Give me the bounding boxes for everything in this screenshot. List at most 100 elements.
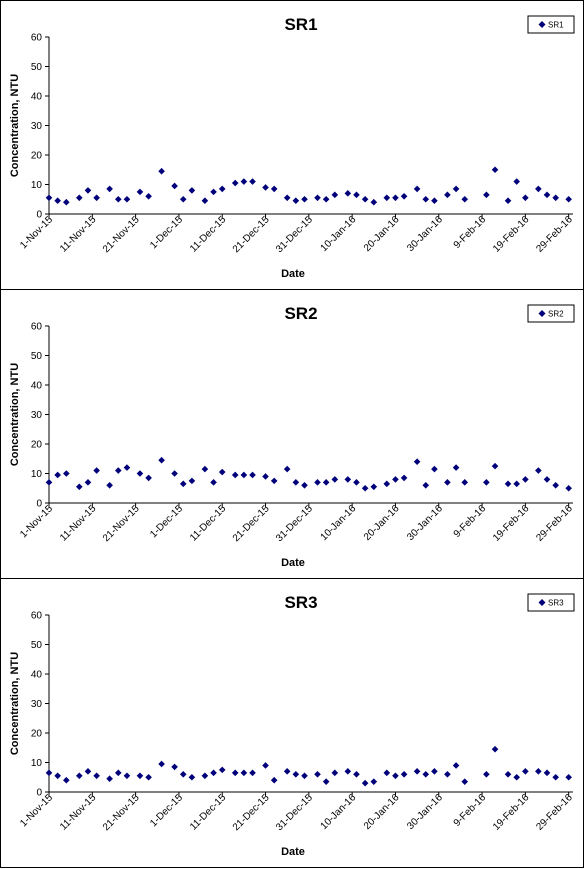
chart-panel-sr3: SR3 0 10 20 30 40 50 60 1-Nov-15 11-Nov-15 21-Nov-… [0,578,584,868]
data-point [504,480,512,488]
y-axis-label: Concentration, NTU [9,74,21,177]
data-point [106,775,113,783]
data-point [513,480,521,488]
data-point [270,477,278,485]
data-point [361,779,369,787]
data-point [400,474,408,482]
data-point [76,772,83,780]
x-tick-label: 20-Jan-16 [362,792,402,832]
data-point [179,771,187,778]
data-point [314,771,321,778]
legend-label: SR1 [548,21,564,30]
data-point [392,194,399,202]
data-point [491,166,499,174]
data-point [413,458,421,465]
data-point [322,195,330,203]
data-point [422,195,430,203]
y-axis-label: Concentration, NTU [9,363,21,466]
x-axis-label: Date [281,268,305,280]
data-point [76,483,83,491]
x-tick-label: 1-Dec-15 [148,503,185,540]
data-point [552,773,559,781]
chart-title: SR1 [284,15,317,34]
data-point [145,193,152,200]
x-tick-label: 29-Feb-16 [534,503,575,544]
data-point [54,197,61,205]
data-point [431,197,438,205]
data-point [400,771,408,778]
data-point [249,178,256,185]
data-point [565,484,572,492]
data-point [413,768,421,775]
y-tick-label: 20 [31,440,43,451]
data-point [93,194,100,202]
legend-label: SR2 [548,310,564,319]
data-point [106,185,113,193]
data-point [262,762,269,769]
data-point [400,193,408,200]
data-point [158,760,165,768]
x-tick-label: 31-Dec-15 [274,503,315,544]
data-point [84,479,92,486]
x-tick-label: 21-Nov-15 [101,214,142,255]
x-tick-label: 10-Jan-16 [319,503,359,543]
x-tick-label: 11-Dec-15 [188,792,229,833]
data-point [171,182,178,190]
data-point [292,771,300,778]
data-point [45,479,53,486]
data-point [383,480,391,488]
data-point [370,198,378,206]
data-point [353,191,360,199]
data-point [552,194,559,202]
data-point [504,197,512,205]
data-point [123,195,131,203]
x-tick-label: 19-Feb-16 [491,792,532,833]
data-point [353,479,360,486]
data-point [145,474,152,482]
y-tick-label: 0 [36,210,42,221]
x-tick-label: 29-Feb-16 [534,792,575,833]
chart-title: SR2 [284,304,317,323]
data-point [240,769,248,777]
data-point [262,184,269,191]
data-point [444,479,451,486]
data-point [106,482,113,489]
legend: SR3 [527,593,575,612]
data-point [422,482,430,489]
data-point [270,776,278,784]
x-tick-label: 21-Nov-15 [101,792,142,833]
y-tick-label: 20 [31,729,43,740]
data-point [114,195,122,203]
data-point [231,471,239,479]
data-point [76,194,83,202]
data-point [431,465,438,473]
x-tick-label: 10-Jan-16 [319,792,359,832]
data-point [270,185,278,193]
data-point [452,464,460,471]
data-point [543,191,551,199]
data-point [63,198,70,206]
data-point [84,768,92,775]
x-tick-label: 9-Feb-16 [452,214,489,251]
y-tick-label: 60 [31,33,43,44]
data-point [231,179,239,187]
data-point [535,467,542,474]
legend-marker-icon [538,599,546,606]
data-point [452,185,460,193]
legend-marker-icon [538,21,546,28]
data-point [54,772,61,780]
data-point [158,167,165,175]
data-point [262,473,269,480]
data-point [565,195,572,203]
data-point [249,769,256,777]
data-point [240,178,248,185]
data-point [513,773,521,781]
data-point [210,188,217,196]
data-point [63,776,70,784]
x-tick-label: 29-Feb-16 [534,214,575,255]
data-point [201,197,209,205]
x-tick-label: 30-Jan-16 [405,792,445,832]
data-point [331,191,339,199]
